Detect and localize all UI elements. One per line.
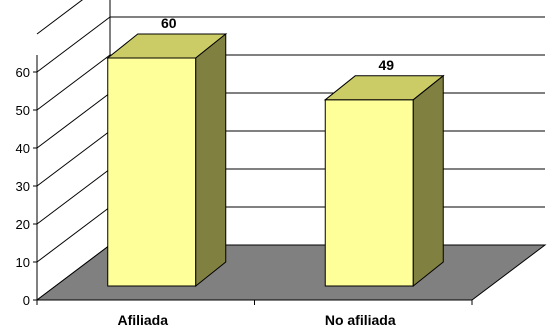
y-tick-label: 20 [16,217,30,232]
bar-side [195,32,227,288]
data-label: 49 [378,57,394,73]
gridline-diagonal [36,54,111,111]
gridline-diagonal [36,16,111,73]
labels: 0 10 20 30 40 50 60 60 Afiliada 49 No afiliada [16,15,396,328]
y-tick-label: 40 [16,141,30,156]
category-label: Afiliada [117,312,168,328]
bar-front [107,57,197,287]
gridline-diagonal [36,0,83,35]
y-tick-label: 30 [16,179,30,194]
y-tick-label: 60 [16,65,30,80]
data-label: 60 [161,15,177,31]
category-label: No afiliada [325,312,396,328]
axes [33,55,473,305]
gridline-diagonal [36,92,111,149]
y-tick-label: 10 [16,255,30,270]
gridline-diagonal [36,130,111,187]
bar-side [412,74,444,288]
y-tick-label: 0 [23,293,30,308]
y-tick-label: 50 [16,103,30,118]
bars [106,32,445,288]
gridline-diagonal [36,168,111,225]
bar-front [324,99,414,287]
gridline-diagonal [36,206,111,263]
